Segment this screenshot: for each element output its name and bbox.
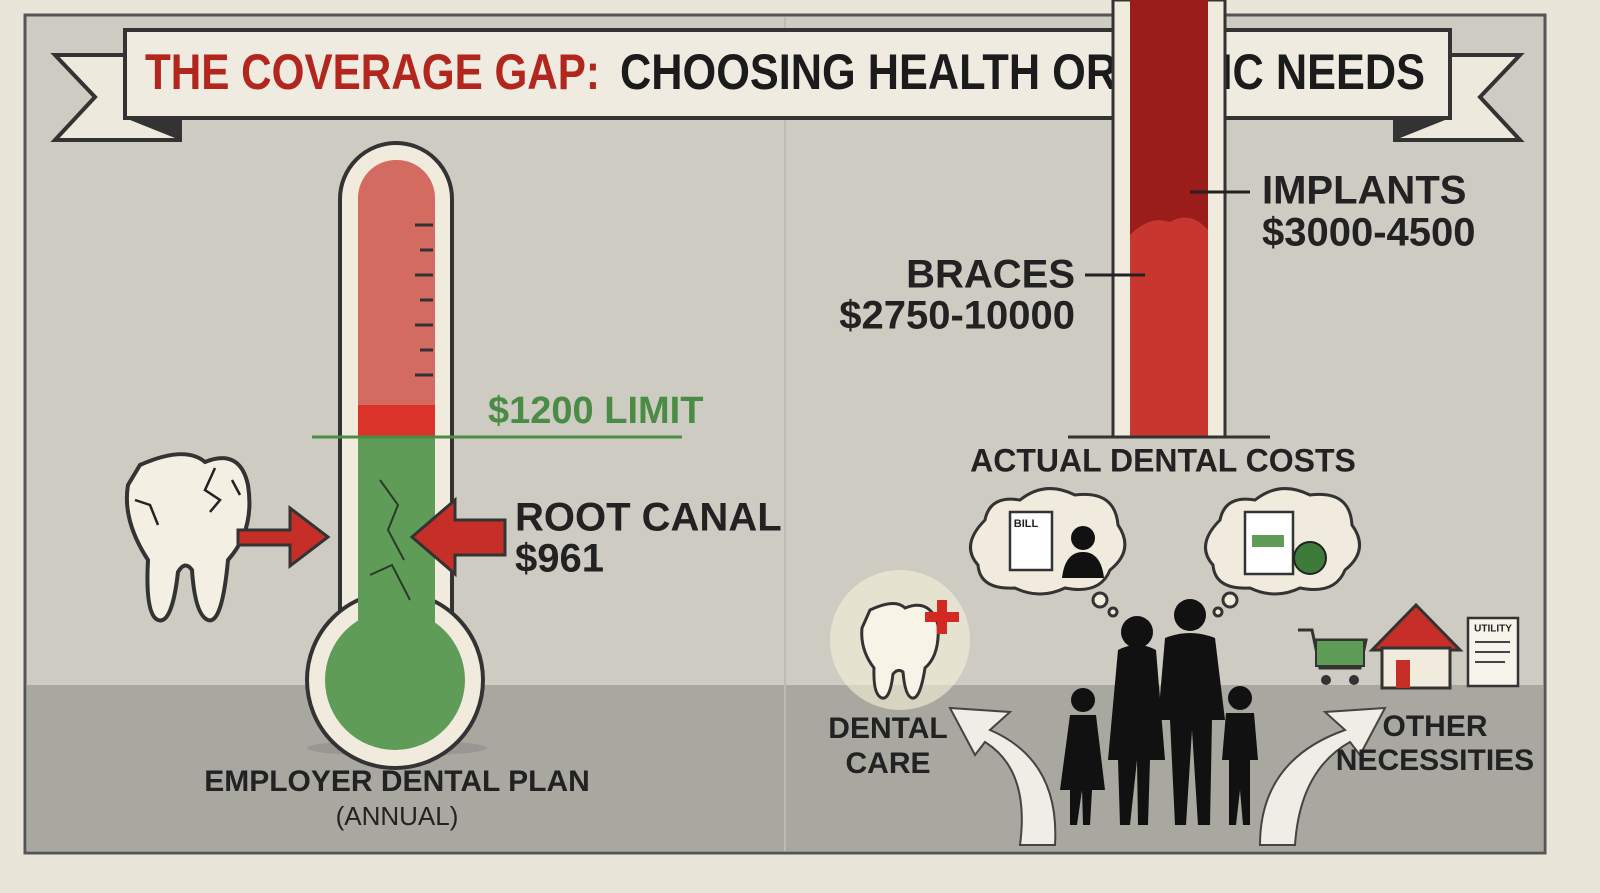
thought-bubble-part	[1091, 591, 1109, 609]
cost-range: $3000-4500	[1262, 211, 1476, 255]
cost-range: $2750-10000	[839, 294, 1075, 338]
bill-icon-part	[1062, 552, 1104, 578]
money-icon-part	[1252, 535, 1284, 547]
limit-label: $1200 LIMIT	[488, 390, 703, 432]
banner	[50, 28, 1525, 142]
family-part	[1228, 686, 1252, 710]
family-part	[1060, 715, 1105, 825]
choice-label: OTHER	[1383, 710, 1488, 743]
column-caption: ACTUAL DENTAL COSTS	[970, 442, 1356, 478]
thermometer-part	[358, 405, 435, 437]
cost-name: IMPLANTS	[1262, 169, 1466, 213]
caption-note: (ANNUAL)	[336, 801, 459, 831]
title-highlight: THE COVERAGE GAP:	[145, 44, 600, 100]
banner-part	[123, 28, 1452, 120]
cost-name: BRACES	[906, 253, 1075, 297]
thermometer-part	[358, 200, 435, 405]
arrow	[409, 496, 507, 578]
title: CHOOSING HEALTH OR BASIC NEEDS	[620, 44, 1425, 100]
thermometer-part	[325, 610, 465, 750]
dental-care-icon-part	[925, 600, 959, 634]
cracked-tooth-part	[124, 452, 252, 623]
path-arrows-part	[1258, 706, 1387, 846]
cracked-tooth-part	[134, 467, 242, 526]
family-part	[1174, 599, 1206, 631]
thought-bubble-part	[1221, 591, 1239, 609]
cost-column-part	[1130, 217, 1208, 437]
panel	[23, 13, 1547, 855]
path-arrows-part	[948, 706, 1057, 846]
necessities-icons-part	[1380, 646, 1452, 690]
necessities-icons	[1298, 602, 1520, 690]
family-part	[1222, 713, 1258, 825]
choice-label: NECESSITIES	[1336, 744, 1534, 777]
caption: EMPLOYER DENTAL PLAN	[204, 765, 590, 798]
banner-part	[125, 118, 180, 140]
family	[1060, 599, 1258, 825]
necessities-icons-part	[1475, 641, 1510, 663]
path-arrows	[948, 706, 1387, 846]
bill-label: BILL	[1014, 518, 1039, 530]
thermometer-part	[415, 223, 433, 377]
cost-column	[1068, 0, 1270, 439]
utility-label: UTILITY	[1474, 624, 1512, 635]
procedure-cost: $961	[515, 537, 604, 581]
dental-care-icon	[830, 570, 970, 710]
choice-label: CARE	[845, 747, 930, 780]
bill-icon-part	[1071, 526, 1095, 550]
necessities-icons-part	[1349, 675, 1359, 685]
thought-bubble-part	[1107, 606, 1119, 618]
bill-icon	[1008, 510, 1104, 578]
procedure-name: ROOT CANAL	[515, 496, 782, 540]
family-part	[1158, 633, 1225, 825]
arrow	[236, 504, 331, 570]
bill-icon-part	[1008, 510, 1054, 572]
thermometer	[305, 141, 487, 770]
necessities-icons-part	[1315, 639, 1365, 667]
thought-bubble-part	[1212, 606, 1224, 618]
choice-label: DENTAL	[828, 712, 947, 745]
necessities-icons-part	[1396, 660, 1410, 688]
money-icon	[1243, 510, 1327, 576]
family-part	[1121, 616, 1153, 648]
banner-part	[1395, 118, 1450, 140]
cracked-tooth	[124, 452, 252, 623]
money-icon-part	[1293, 541, 1327, 575]
dental-care-icon-part	[860, 602, 940, 700]
family-part	[1108, 645, 1165, 825]
thermometer-part	[369, 479, 411, 601]
family-part	[1071, 688, 1095, 712]
necessities-icons-part	[1321, 675, 1331, 685]
